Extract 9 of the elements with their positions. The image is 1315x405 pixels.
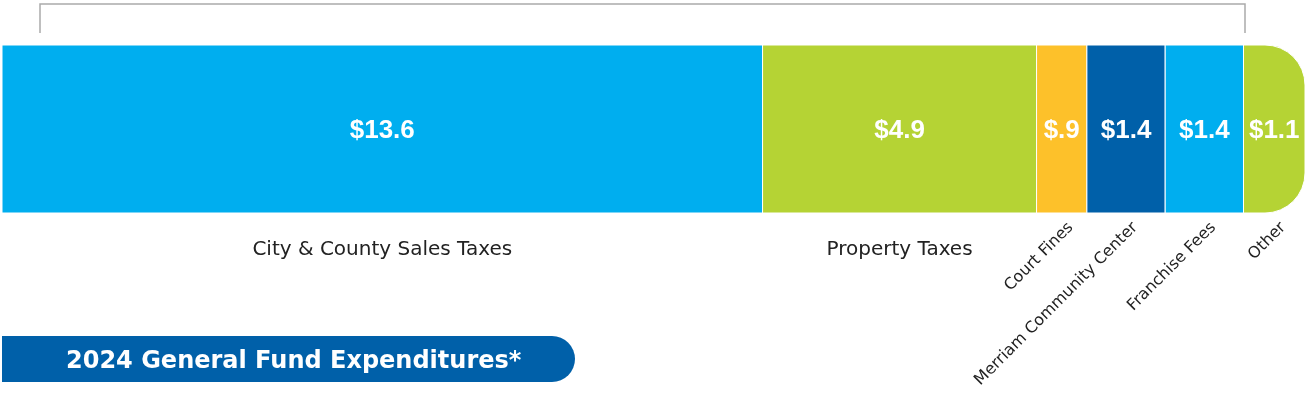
data-label: $4.9: [874, 114, 925, 145]
text: 2024 General Fund Expenditures*: [66, 346, 522, 374]
series-label: Property Taxes: [826, 236, 973, 260]
series-label: City & County Sales Taxes: [252, 236, 513, 260]
data-label: $1.4: [1179, 114, 1231, 145]
data-label: $.9: [1043, 114, 1080, 145]
data-label: $1.4: [1100, 114, 1152, 145]
data-label: $1.1: [1248, 114, 1300, 145]
data-label: $13.6: [349, 114, 415, 145]
